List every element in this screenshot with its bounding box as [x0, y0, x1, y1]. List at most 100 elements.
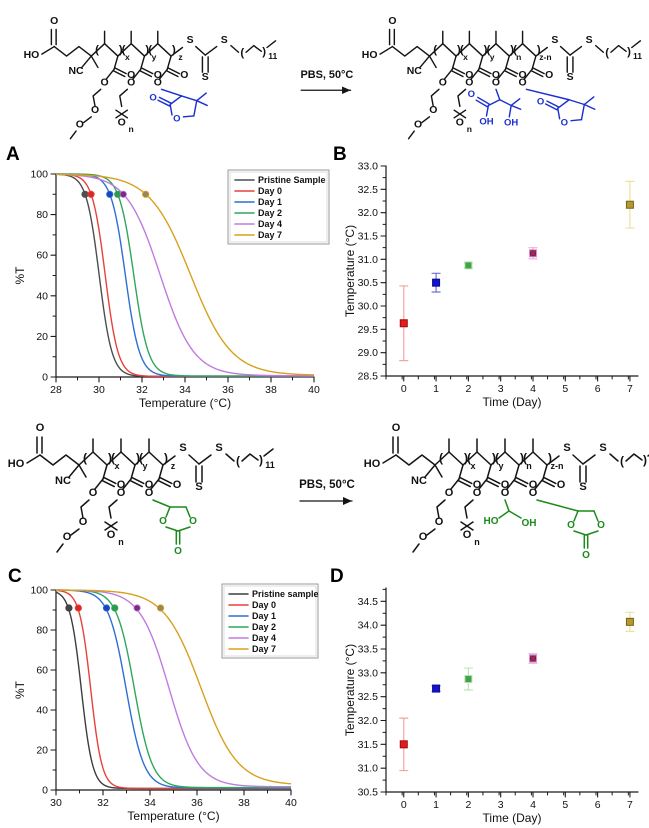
svg-text:O: O [145, 487, 154, 499]
series-curve-day-7 [55, 173, 315, 376]
svg-text:20: 20 [36, 331, 48, 343]
svg-text:33.0: 33.0 [358, 161, 379, 173]
svg-text:O: O [154, 70, 162, 81]
svg-text:38: 38 [265, 384, 277, 396]
chart-d-svg: 0 1 2 3 4 5 6 7 30.5 31.0 31.5 32.0 32.5 33.0 33.5 34.0… [343, 587, 639, 825]
svg-text:30.5: 30.5 [358, 787, 379, 799]
svg-text:O: O [89, 487, 98, 499]
svg-text:O: O [91, 105, 99, 116]
svg-text:): ) [136, 451, 140, 465]
svg-text:34: 34 [179, 384, 191, 396]
panel-label-a: A [6, 144, 20, 165]
panel-label-d: D [330, 566, 344, 587]
chart-c-transmittance: 30 32 34 36 38 40 0 20 40 60 80 100 Temperature (°C)… [10, 582, 332, 828]
svg-text:n: n [129, 124, 134, 134]
svg-text:HO: HO [364, 458, 381, 470]
legend-entry: Day 2 [258, 208, 282, 218]
svg-text:HO: HO [484, 516, 499, 527]
data-point-day-2 [464, 675, 473, 684]
panel-label-c: C [8, 566, 22, 587]
svg-text:O: O [519, 78, 527, 89]
svg-text:): ) [457, 44, 461, 56]
svg-text:y: y [152, 52, 157, 62]
svg-text:O: O [173, 114, 180, 125]
svg-text:O: O [582, 550, 590, 561]
svg-text:O: O [118, 117, 126, 128]
svg-text:O: O [597, 520, 605, 531]
svg-text:O: O [76, 119, 84, 130]
svg-text:x: x [125, 52, 130, 62]
legend-entry: Day 1 [252, 611, 276, 621]
legend-box [227, 169, 330, 245]
svg-text:34.5: 34.5 [358, 596, 379, 608]
svg-text:): ) [145, 44, 149, 56]
svg-text:O: O [79, 516, 88, 528]
svg-text:n: n [516, 52, 521, 62]
svg-text:x: x [470, 461, 475, 471]
svg-text:S: S [202, 72, 209, 83]
svg-text:Temperature (°C): Temperature (°C) [127, 809, 219, 823]
svg-text:y: y [142, 461, 147, 471]
svg-text:80: 80 [36, 625, 48, 637]
data-point-day-1 [432, 278, 441, 287]
svg-text:34.0: 34.0 [358, 620, 379, 632]
svg-text:2: 2 [465, 383, 471, 395]
svg-text:O: O [180, 70, 188, 81]
svg-text:HO: HO [24, 50, 40, 61]
chart-a-transmittance: 28 30 32 34 36 38 40 0 20 40 60 80 100 Temperature (°… [10, 160, 332, 417]
svg-text:11: 11 [265, 460, 275, 470]
cloud-point-marker [142, 190, 150, 198]
svg-text:28: 28 [50, 384, 62, 396]
svg-text:S: S [551, 35, 558, 46]
chart-b-svg: 0 1 2 3 4 5 6 7 28.5 29.0 29.5 30.0 30.5 31.0 31.5 32.0… [343, 161, 639, 409]
svg-text:S: S [187, 35, 194, 46]
svg-text:HO: HO [362, 50, 378, 61]
svg-text:S: S [567, 72, 574, 83]
svg-text:40: 40 [308, 384, 320, 396]
data-point-day-7 [625, 617, 634, 626]
cloud-point-marker [65, 604, 73, 612]
svg-text:O: O [557, 479, 566, 491]
svg-text:3: 3 [498, 799, 504, 811]
svg-text:O: O [456, 117, 464, 128]
svg-text:0: 0 [401, 799, 407, 811]
svg-text:30.0: 30.0 [358, 301, 379, 313]
svg-text:30: 30 [93, 384, 105, 396]
svg-text:(: ( [605, 47, 609, 59]
legend-entry: Pristine Sample [258, 175, 326, 185]
svg-text:): ) [484, 44, 488, 56]
svg-text:): ) [259, 453, 263, 467]
svg-text:0: 0 [42, 785, 48, 797]
cloud-point-marker [74, 604, 82, 612]
cloud-point-marker [102, 604, 111, 612]
legend-entry: Day 7 [258, 230, 282, 240]
svg-text:n: n [474, 537, 480, 547]
svg-text:60: 60 [36, 250, 48, 262]
svg-text:33.0: 33.0 [358, 667, 379, 679]
svg-text:7: 7 [627, 383, 633, 395]
svg-text:O: O [463, 529, 472, 541]
svg-text:x: x [463, 52, 468, 62]
svg-text:): ) [172, 44, 176, 56]
svg-text:O: O [173, 479, 182, 491]
svg-text:40: 40 [36, 290, 48, 302]
svg-text:HO: HO [8, 458, 25, 470]
svg-text:O: O [127, 78, 135, 89]
svg-text:(: ( [467, 451, 471, 465]
svg-text:O: O [468, 89, 475, 100]
svg-text:S: S [215, 442, 222, 454]
svg-text:S: S [579, 481, 586, 493]
svg-text:28.5: 28.5 [358, 371, 379, 383]
svg-text:z-n: z-n [539, 52, 551, 62]
svg-text:20: 20 [36, 745, 48, 757]
svg-text:z: z [178, 52, 182, 62]
cloud-point-marker [87, 190, 95, 198]
data-point-day-0 [399, 740, 408, 749]
cloud-point-marker [133, 604, 141, 612]
svg-text:34: 34 [144, 797, 156, 809]
svg-text:O: O [101, 78, 109, 89]
